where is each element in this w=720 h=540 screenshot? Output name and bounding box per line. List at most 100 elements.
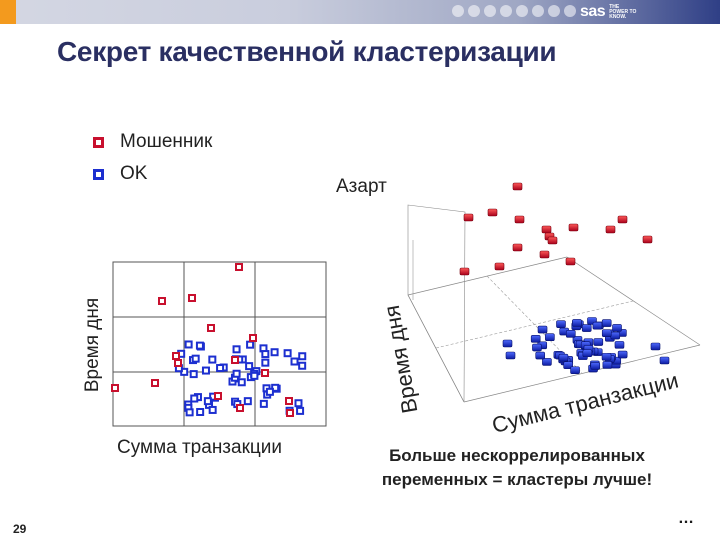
legend-label: OK xyxy=(120,163,148,184)
fraud-point xyxy=(261,369,269,377)
banner-dot xyxy=(548,5,560,17)
fraud-point xyxy=(111,384,119,392)
ok-point xyxy=(243,397,252,406)
ok-point xyxy=(296,406,305,415)
slide-title: Секрет качественной кластеризации xyxy=(57,36,557,67)
floor-edge xyxy=(463,344,701,403)
ok-point xyxy=(298,361,307,370)
fraud-point xyxy=(207,324,215,332)
banner-dot xyxy=(516,5,528,17)
ok-point xyxy=(245,362,254,371)
fraud-point xyxy=(487,208,498,217)
fraud-point xyxy=(235,263,243,271)
ok-point xyxy=(659,356,670,365)
ok-point xyxy=(232,369,241,378)
sas-logo: sas THE POWER TO KNOW. xyxy=(580,3,639,21)
fraud-point xyxy=(547,236,558,245)
ok-point xyxy=(532,343,542,352)
floor-edge xyxy=(566,256,701,346)
ellipsis: … xyxy=(678,510,694,527)
ok-point xyxy=(246,340,255,349)
fraud-point xyxy=(158,297,166,305)
fraud-point xyxy=(617,215,628,224)
banner-dot xyxy=(564,5,576,17)
ok-point xyxy=(650,342,661,351)
ok-point xyxy=(237,378,246,387)
ok-point xyxy=(537,325,548,334)
left-points xyxy=(111,263,307,417)
fraud-point xyxy=(512,243,523,252)
ok-point xyxy=(530,335,541,343)
ok-point xyxy=(270,348,279,357)
legend-item-fraud: Мошенник xyxy=(93,126,212,158)
ok-point xyxy=(201,366,210,375)
ok-point xyxy=(601,353,612,361)
fraud-point xyxy=(494,262,505,271)
conclusion-line: переменных = кластеры лучше! xyxy=(381,470,653,489)
left-scatter-plot xyxy=(111,261,327,427)
banner-dot xyxy=(452,5,464,17)
fraud-point xyxy=(642,235,653,244)
fraud-point xyxy=(512,182,523,191)
ok-point xyxy=(271,383,280,392)
ok-point xyxy=(208,405,217,414)
page-number: 29 xyxy=(13,522,27,536)
logo-tagline: THE POWER TO KNOW. xyxy=(609,3,637,20)
ok-point xyxy=(581,324,592,332)
back-wall xyxy=(407,204,466,403)
fraud-point xyxy=(285,397,293,405)
fraud-point xyxy=(605,225,616,234)
ok-point xyxy=(612,324,622,332)
fraud-point xyxy=(172,352,180,360)
fraud-point xyxy=(539,250,550,259)
conclusion-line: Больше нескоррелированных xyxy=(389,446,645,465)
ok-point xyxy=(502,339,513,348)
left-plot-frame xyxy=(112,261,327,427)
banner-dot xyxy=(532,5,544,17)
conclusion-text: Больше нескоррелированных переменных = к… xyxy=(322,444,712,492)
ok-point xyxy=(614,341,625,349)
ok-point xyxy=(558,353,569,362)
fraud-point xyxy=(249,334,257,342)
logo-wordmark: sas xyxy=(580,3,606,20)
right-ylabel: Время дня xyxy=(379,303,423,415)
legend-marker-fraud xyxy=(93,136,104,148)
fraud-point xyxy=(231,356,239,364)
ok-point xyxy=(216,364,225,373)
fraud-point xyxy=(541,225,552,234)
ok-point xyxy=(191,354,200,363)
left-ylabel: Время дня xyxy=(82,298,103,392)
ok-point xyxy=(542,358,552,366)
fraud-point xyxy=(568,223,579,232)
ok-point xyxy=(545,333,555,342)
ok-point xyxy=(590,362,601,370)
ok-point xyxy=(572,319,582,327)
ok-point xyxy=(265,387,274,396)
ok-point xyxy=(189,370,198,379)
ok-point xyxy=(602,361,613,369)
ok-point xyxy=(601,329,612,337)
ok-point xyxy=(556,320,566,328)
ok-point xyxy=(250,371,259,380)
right-xlabel: Сумма транзакции xyxy=(489,367,680,437)
fraud-point xyxy=(286,409,294,417)
right-3d-plot xyxy=(407,182,701,403)
fraud-point xyxy=(236,404,244,412)
legend-item-ok: OK xyxy=(93,158,212,190)
ok-point xyxy=(593,338,604,346)
floor-grid xyxy=(486,275,583,374)
left-xlabel: Сумма транзакции xyxy=(117,437,283,458)
ok-point xyxy=(290,357,299,366)
ok-point xyxy=(298,352,307,361)
floor-edge xyxy=(407,256,568,296)
legend-label: Мошенник xyxy=(120,131,213,152)
fraud-point xyxy=(514,215,525,224)
ok-point xyxy=(184,340,193,349)
ok-point xyxy=(535,351,546,360)
ok-point xyxy=(259,399,268,408)
banner-dots xyxy=(452,5,576,19)
ok-point xyxy=(582,349,593,358)
floor-edge xyxy=(407,294,465,403)
ok-point xyxy=(195,341,204,350)
legend: Мошенник OK xyxy=(93,126,212,190)
